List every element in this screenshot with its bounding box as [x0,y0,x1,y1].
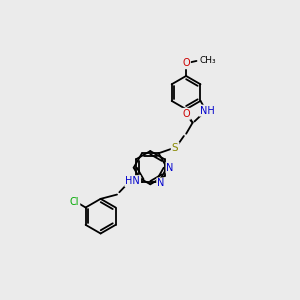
Text: N: N [167,163,174,173]
Text: CH₃: CH₃ [199,56,216,65]
Text: N: N [157,178,165,188]
Text: S: S [172,142,178,153]
Text: O: O [182,109,190,119]
Text: O: O [182,58,190,68]
Text: Cl: Cl [70,196,79,206]
Text: HN: HN [125,176,140,186]
Text: NH: NH [200,106,214,116]
